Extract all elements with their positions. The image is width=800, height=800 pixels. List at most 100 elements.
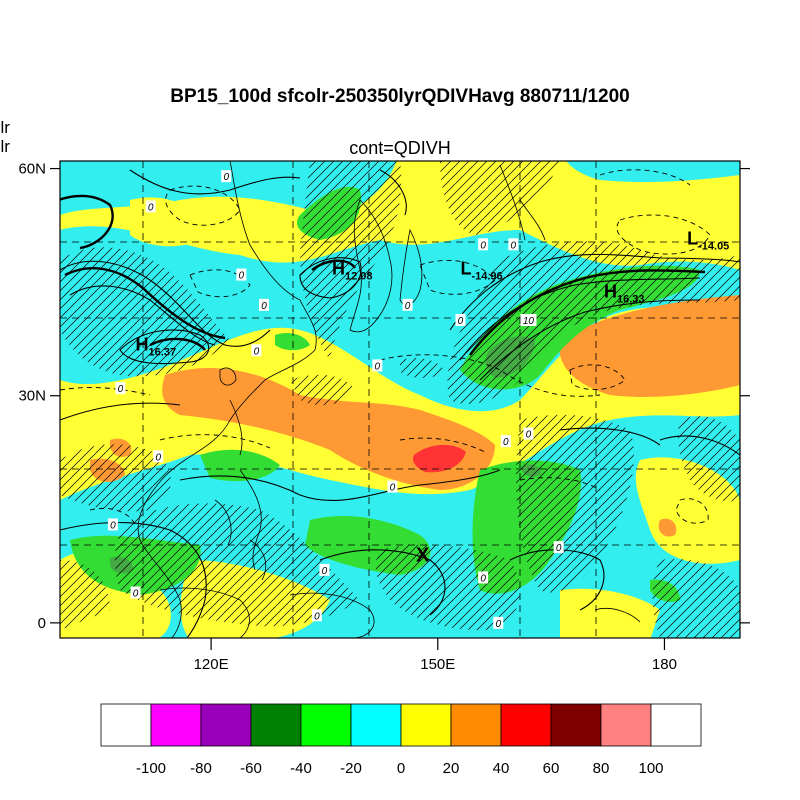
lat-tick-label: 30N xyxy=(18,388,46,405)
pressure-value: 16.33 xyxy=(617,293,645,305)
contour-label-bg xyxy=(221,170,232,183)
contour-label: 0 xyxy=(480,573,486,584)
left-label-1: olr xyxy=(0,118,10,137)
contour-label-bg xyxy=(520,314,537,326)
contour-label: 0 xyxy=(495,619,501,630)
contour-label-bg xyxy=(130,586,141,599)
colorbar-swatch xyxy=(500,703,552,747)
contour-label-bg xyxy=(319,563,330,576)
hatching-regions xyxy=(60,161,740,638)
contour-label-bg xyxy=(153,450,164,463)
contour-label: 10 xyxy=(523,316,535,327)
plot-subtitle: cont=QDIVH xyxy=(349,138,451,158)
axis-tick-labels: 60N 30N 0 120E 150E 180 xyxy=(18,161,676,673)
contour-label-bg xyxy=(500,435,511,448)
pressure-label: L-14.96 xyxy=(460,259,502,283)
contour-label: 0 xyxy=(526,430,532,441)
colorbar-swatch xyxy=(250,703,302,747)
contour-label-bg xyxy=(311,609,322,622)
contour-labels: 0 0 0 0 0 0 0 0 0 0 0 0 0 0 0 0 10 0 0 0 0 0 0 xyxy=(107,170,564,630)
colorbar: -100 -80 -60 -40 -20 0 20 40 60 80 100 xyxy=(100,703,702,777)
pressure-value: 16.37 xyxy=(149,346,177,358)
colorbar-swatch xyxy=(150,703,202,747)
colorbar-swatch xyxy=(400,703,452,747)
contour-label: 0 xyxy=(556,543,562,554)
colorbar-label: -100 xyxy=(136,760,166,777)
lon-tick-label: 180 xyxy=(652,656,677,673)
pressure-value: 12.08 xyxy=(345,271,373,283)
contour-label: 0 xyxy=(314,611,320,622)
contour-label: 0 xyxy=(511,240,517,251)
thick-contours xyxy=(60,194,706,356)
contour-label: 0 xyxy=(261,301,267,312)
pressure-label: H16.37 xyxy=(136,334,177,358)
colorbar-label: 100 xyxy=(638,760,663,777)
colorbar-label: 20 xyxy=(443,760,460,777)
colorbar-swatch xyxy=(650,703,702,747)
contour-label: 0 xyxy=(223,172,229,183)
pressure-value: -14.05 xyxy=(698,240,729,252)
contour-label: 0 xyxy=(155,452,161,463)
contour-label: 0 xyxy=(239,271,245,282)
contour-label: 0 xyxy=(254,346,260,357)
pressure-letter: L xyxy=(460,259,471,279)
contour-label-bg xyxy=(508,238,519,251)
pressure-label: H12.08 xyxy=(332,259,373,283)
contour-label: 0 xyxy=(405,301,411,312)
contour-label-bg xyxy=(493,616,504,629)
contour-label: 0 xyxy=(375,361,381,372)
contour-label-bg xyxy=(387,480,398,493)
lon-tick-label: 150E xyxy=(420,656,455,673)
contour-label-bg xyxy=(402,298,413,311)
axis-ticks xyxy=(50,167,750,650)
contour-label: 0 xyxy=(322,566,328,577)
colorbar-label: -80 xyxy=(190,760,212,777)
colorbar-swatch xyxy=(600,703,652,747)
contour-label: 0 xyxy=(110,520,116,531)
contour-label: 0 xyxy=(133,589,139,600)
pressure-letter: L xyxy=(687,228,698,248)
colorbar-swatch xyxy=(350,703,402,747)
contour-label: 0 xyxy=(148,202,154,213)
contour-label-bg xyxy=(251,344,262,357)
map-frame xyxy=(59,160,741,639)
contour-label: 0 xyxy=(390,483,396,494)
contour-label-bg xyxy=(523,427,534,440)
contour-label: 0 xyxy=(458,316,464,327)
x-marker: X xyxy=(416,545,430,567)
colorbar-label: 0 xyxy=(397,760,405,777)
colorbar-label: -20 xyxy=(340,760,362,777)
dashed-contours xyxy=(60,169,711,526)
grid-lines xyxy=(60,161,740,638)
contour-label: 0 xyxy=(480,240,486,251)
colorbar-label: 60 xyxy=(543,760,560,777)
contour-label-bg xyxy=(478,571,489,584)
pressure-label: L-14.05 xyxy=(687,228,729,252)
colorbar-swatch xyxy=(200,703,252,747)
contour-label: 0 xyxy=(118,384,124,395)
lat-tick-label: 60N xyxy=(18,161,46,178)
colorbar-swatch xyxy=(450,703,502,747)
colorbar-label: -60 xyxy=(240,760,262,777)
pressure-letter: H xyxy=(604,281,617,301)
contour-label-bg xyxy=(145,200,156,213)
pressure-value: -14.96 xyxy=(471,271,502,283)
contour-label: 0 xyxy=(503,437,509,448)
lat-tick-label: 0 xyxy=(38,615,46,632)
contour-label-bg xyxy=(115,382,126,395)
colorbar-swatch xyxy=(550,703,602,747)
lon-tick-label: 120E xyxy=(194,656,229,673)
pressure-label: H16.33 xyxy=(604,281,645,305)
contour-label-bg xyxy=(372,359,383,372)
pressure-letter: H xyxy=(136,334,149,354)
contour-label-bg xyxy=(236,268,247,281)
contour-label-bg xyxy=(107,518,118,531)
colorbar-label: -40 xyxy=(290,760,312,777)
colorbar-label: 80 xyxy=(593,760,610,777)
left-label-2: olr xyxy=(0,137,10,156)
colorbar-swatch xyxy=(100,703,152,747)
solid-contours xyxy=(60,169,740,638)
